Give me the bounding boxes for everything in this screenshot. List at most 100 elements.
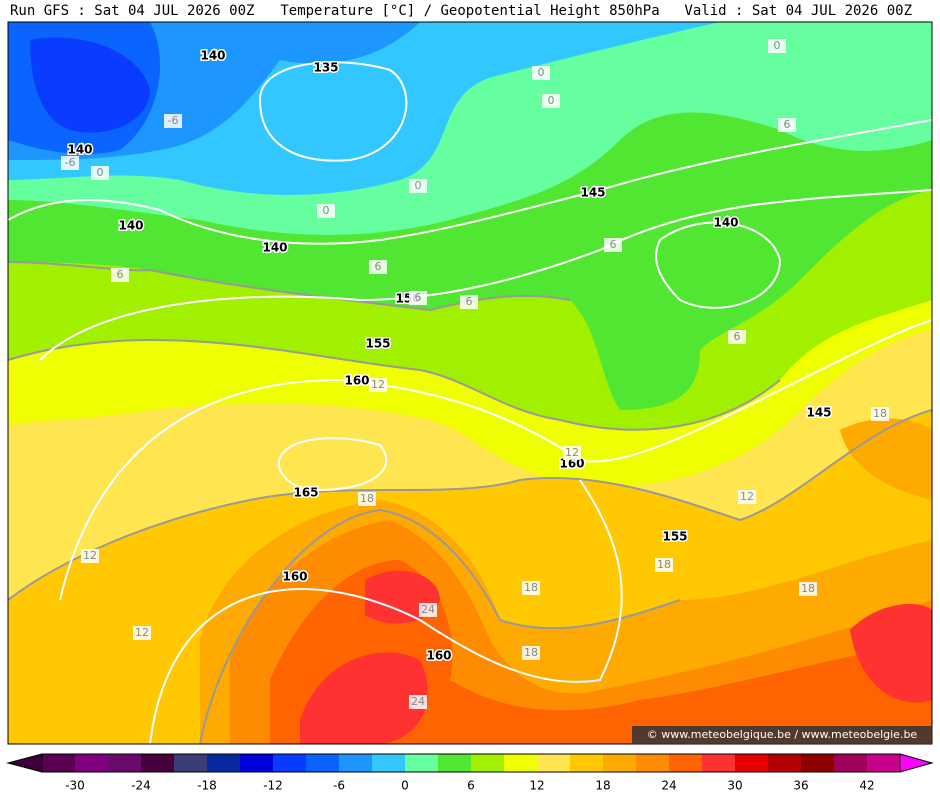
colorbar-cell (273, 754, 307, 772)
label-box (369, 378, 387, 392)
temperature-label: 24 (421, 603, 435, 616)
colorbar-tick-label: 30 (727, 779, 742, 793)
colorbar-frame (41, 753, 901, 773)
temperature-label: 18 (873, 407, 887, 420)
colorbar-cell (141, 754, 175, 772)
temperature-label: 6 (375, 260, 382, 273)
label-box (522, 646, 540, 660)
colorbar-cell (801, 754, 835, 772)
height-label: 165 (293, 486, 318, 500)
label-box (655, 558, 673, 572)
colorbar-cell (537, 754, 571, 772)
temperature-label: 12 (565, 446, 579, 459)
temperature-label: 12 (135, 626, 149, 639)
height-label: 140 (200, 49, 225, 63)
colorbar-cell (372, 754, 406, 772)
label-box (111, 268, 129, 282)
temperature-label: 0 (538, 66, 545, 79)
temperature-label: 18 (801, 582, 815, 595)
label-box (460, 295, 478, 309)
temperature-label: 0 (323, 204, 330, 217)
colorbar-cell (42, 754, 76, 772)
temperature-label: 18 (657, 558, 671, 571)
label-box (799, 582, 817, 596)
temperature-label: -6 (65, 156, 76, 169)
colorbar-cell (867, 754, 901, 772)
colorbar-cell (669, 754, 703, 772)
colorbar-tick-label: 0 (401, 779, 409, 793)
colorbar-cell (339, 754, 373, 772)
colorbar-cell (438, 754, 472, 772)
height-label: 140 (67, 143, 92, 157)
colorbar-tick-label: -6 (333, 779, 345, 793)
colorbar-cell (207, 754, 241, 772)
colorbar-cell (570, 754, 604, 772)
temperature-label: -6 (168, 114, 179, 127)
label-box (768, 39, 786, 53)
temperature-label: 24 (411, 695, 425, 708)
colorbar-tick-label: 42 (859, 779, 874, 793)
temperature-label: 12 (740, 490, 754, 503)
colorbar-tick-label: 6 (467, 779, 475, 793)
temperature-label: 6 (784, 118, 791, 131)
colorbar-tick-label: 24 (661, 779, 676, 793)
temperature-label: 0 (548, 94, 555, 107)
label-box (778, 118, 796, 132)
temperature-label: 0 (97, 166, 104, 179)
height-label: 135 (313, 61, 338, 75)
credit: © www.meteobelgique.be / www.meteobelgie… (647, 728, 918, 741)
temperature-label: 18 (360, 492, 374, 505)
height-label: 160 (282, 570, 307, 584)
colorbar-tick-label: -12 (263, 779, 283, 793)
colorbar-cell (636, 754, 670, 772)
temperature-label: 18 (524, 581, 538, 594)
colorbar-cell (240, 754, 274, 772)
map-title: Temperature [°C] / Geopotential Height 8… (280, 3, 659, 19)
height-label: 160 (426, 649, 451, 663)
height-label: 140 (713, 216, 738, 230)
temperature-label: 6 (466, 295, 473, 308)
colorbar-tick-label: 18 (595, 779, 610, 793)
colorbar: -30 -24 -18 -12 -6 0 6 12 18 24 30 36 42 (6, 753, 934, 793)
temperature-label: 6 (610, 238, 617, 251)
height-label: 155 (365, 337, 390, 351)
height-label: 160 (344, 374, 369, 388)
temperature-label: 12 (83, 549, 97, 562)
label-box (409, 291, 427, 305)
temperature-label: 0 (415, 179, 422, 192)
label-box (532, 66, 550, 80)
height-label: 145 (806, 406, 831, 420)
label-box (91, 166, 109, 180)
colorbar-cell (504, 754, 538, 772)
temperature-label: 6 (734, 330, 741, 343)
height-label: 140 (262, 241, 287, 255)
temperature-label: 12 (371, 378, 385, 391)
height-label: 145 (580, 186, 605, 200)
temperature-label: 0 (774, 39, 781, 52)
colorbar-cell (735, 754, 769, 772)
label-box (164, 114, 182, 128)
temperature-label: 18 (524, 646, 538, 659)
valid-info: Valid : Sat 04 JUL 2026 00Z (684, 3, 912, 19)
height-label: 155 (662, 530, 687, 544)
map-field (8, 22, 932, 744)
colorbar-tick-label: 36 (793, 779, 808, 793)
colorbar-cell (306, 754, 340, 772)
colorbar-cell (405, 754, 439, 772)
colorbar-cell (603, 754, 637, 772)
colorbar-cell (768, 754, 802, 772)
colorbar-end (899, 753, 934, 773)
colorbar-cell (834, 754, 868, 772)
label-box (369, 260, 387, 274)
label-box (409, 695, 427, 709)
label-box (419, 603, 437, 617)
colorbar-cell (471, 754, 505, 772)
colorbar-cell (702, 754, 736, 772)
temperature-label: 6 (415, 291, 422, 304)
run-info: Run GFS : Sat 04 JUL 2026 00Z (10, 3, 254, 19)
colorbar-tick-label: 12 (529, 779, 544, 793)
label-box (542, 94, 560, 108)
label-box (61, 156, 79, 170)
